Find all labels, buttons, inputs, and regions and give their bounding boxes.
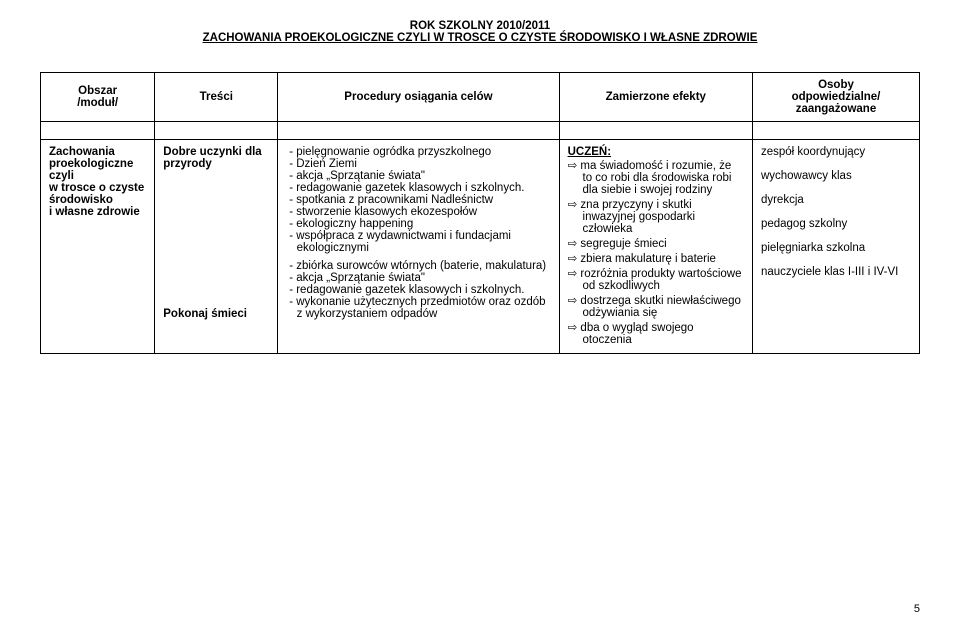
list-item: zbiera makulaturę i baterie bbox=[568, 251, 744, 265]
tresci-item: Pokonaj śmieci bbox=[163, 308, 269, 320]
table-header: Obszar /moduł/ Treści Procedury osiągani… bbox=[41, 73, 920, 122]
osoby-item: pedagog szkolny bbox=[761, 218, 911, 230]
osoby-item: nauczyciele klas I-III i IV-VI bbox=[761, 266, 911, 278]
list-item: akcja „Sprzątanie świata" bbox=[286, 272, 550, 284]
efekty-list: ma świadomość i rozumie, że to co robi d… bbox=[568, 158, 744, 346]
list-item: dostrzega skutki niewłaściwego odżywiani… bbox=[568, 293, 744, 319]
list-item: wykonanie użytecznych przedmiotów oraz o… bbox=[286, 296, 550, 320]
list-item: segreguje śmieci bbox=[568, 236, 744, 250]
uczen-label: UCZEŃ: bbox=[568, 146, 744, 158]
col-header-text: Osoby bbox=[818, 79, 854, 91]
col-header-obszar: Obszar /moduł/ bbox=[41, 73, 155, 122]
table-row: Zachowania proekologiczne czyli w trosce… bbox=[41, 140, 920, 354]
cell-osoby: zespół koordynujący wychowawcy klas dyre… bbox=[752, 140, 919, 354]
col-header-text: odpowiedzialne/ bbox=[792, 91, 881, 103]
col-header-osoby: Osoby odpowiedzialne/ zaangażowane bbox=[752, 73, 919, 122]
col-header-text: /moduł/ bbox=[77, 97, 118, 109]
list-item: spotkania z pracownikami Nadleśnictw bbox=[286, 194, 550, 206]
cell-procedury: pielęgnowanie ogródka przyszkolnego Dzie… bbox=[278, 140, 559, 354]
list-item: ekologiczny happening bbox=[286, 218, 550, 230]
osoby-item: pielęgniarka szkolna bbox=[761, 242, 911, 254]
col-header-procedury: Procedury osiągania celów bbox=[278, 73, 559, 122]
school-year: ROK SZKOLNY 2010/2011 bbox=[40, 20, 920, 32]
list-item: pielęgnowanie ogródka przyszkolnego bbox=[286, 146, 550, 158]
page-number: 5 bbox=[914, 603, 920, 615]
page-header: ROK SZKOLNY 2010/2011 ZACHOWANIA PROEKOL… bbox=[40, 20, 920, 44]
page-title: ZACHOWANIA PROEKOLOGICZNE CZYLI W TROSCE… bbox=[40, 32, 920, 44]
cell-tresci: Dobre uczynki dla przyrody Pokonaj śmiec… bbox=[155, 140, 278, 354]
list-item: stworzenie klasowych ekozespołów bbox=[286, 206, 550, 218]
list-item: ma świadomość i rozumie, że to co robi d… bbox=[568, 158, 744, 196]
cell-obszar: Zachowania proekologiczne czyli w trosce… bbox=[41, 140, 155, 354]
curriculum-table: Obszar /moduł/ Treści Procedury osiągani… bbox=[40, 72, 920, 354]
list-item: współpraca z wydawnictwami i fundacjami … bbox=[286, 230, 550, 254]
cell-efekty: UCZEŃ: ma świadomość i rozumie, że to co… bbox=[559, 140, 752, 354]
obszar-text: Zachowania proekologiczne czyli w trosce… bbox=[49, 146, 144, 218]
col-header-text: Obszar bbox=[78, 85, 117, 97]
list-item: akcja „Sprzątanie świata" bbox=[286, 170, 550, 182]
osoby-item: zespół koordynujący bbox=[761, 146, 911, 158]
col-header-text: zaangażowane bbox=[796, 103, 877, 115]
list-item: Dzień Ziemi bbox=[286, 158, 550, 170]
list-item: rozróżnia produkty wartościowe od szkodl… bbox=[568, 266, 744, 292]
col-header-tresci: Treści bbox=[155, 73, 278, 122]
osoby-item: dyrekcja bbox=[761, 194, 911, 206]
proc-list-1: pielęgnowanie ogródka przyszkolnego Dzie… bbox=[286, 146, 550, 254]
osoby-item: wychowawcy klas bbox=[761, 170, 911, 182]
list-item: zbiórka surowców wtórnych (baterie, maku… bbox=[286, 260, 550, 272]
list-item: redagowanie gazetek klasowych i szkolnyc… bbox=[286, 284, 550, 296]
list-item: dba o wygląd swojego otoczenia bbox=[568, 320, 744, 346]
list-item: redagowanie gazetek klasowych i szkolnyc… bbox=[286, 182, 550, 194]
tresci-item: Dobre uczynki dla przyrody bbox=[163, 146, 269, 170]
list-item: zna przyczyny i skutki inwazyjnej gospod… bbox=[568, 197, 744, 235]
spacer-row bbox=[41, 122, 920, 140]
col-header-efekty: Zamierzone efekty bbox=[559, 73, 752, 122]
proc-list-2: zbiórka surowców wtórnych (baterie, maku… bbox=[286, 260, 550, 320]
